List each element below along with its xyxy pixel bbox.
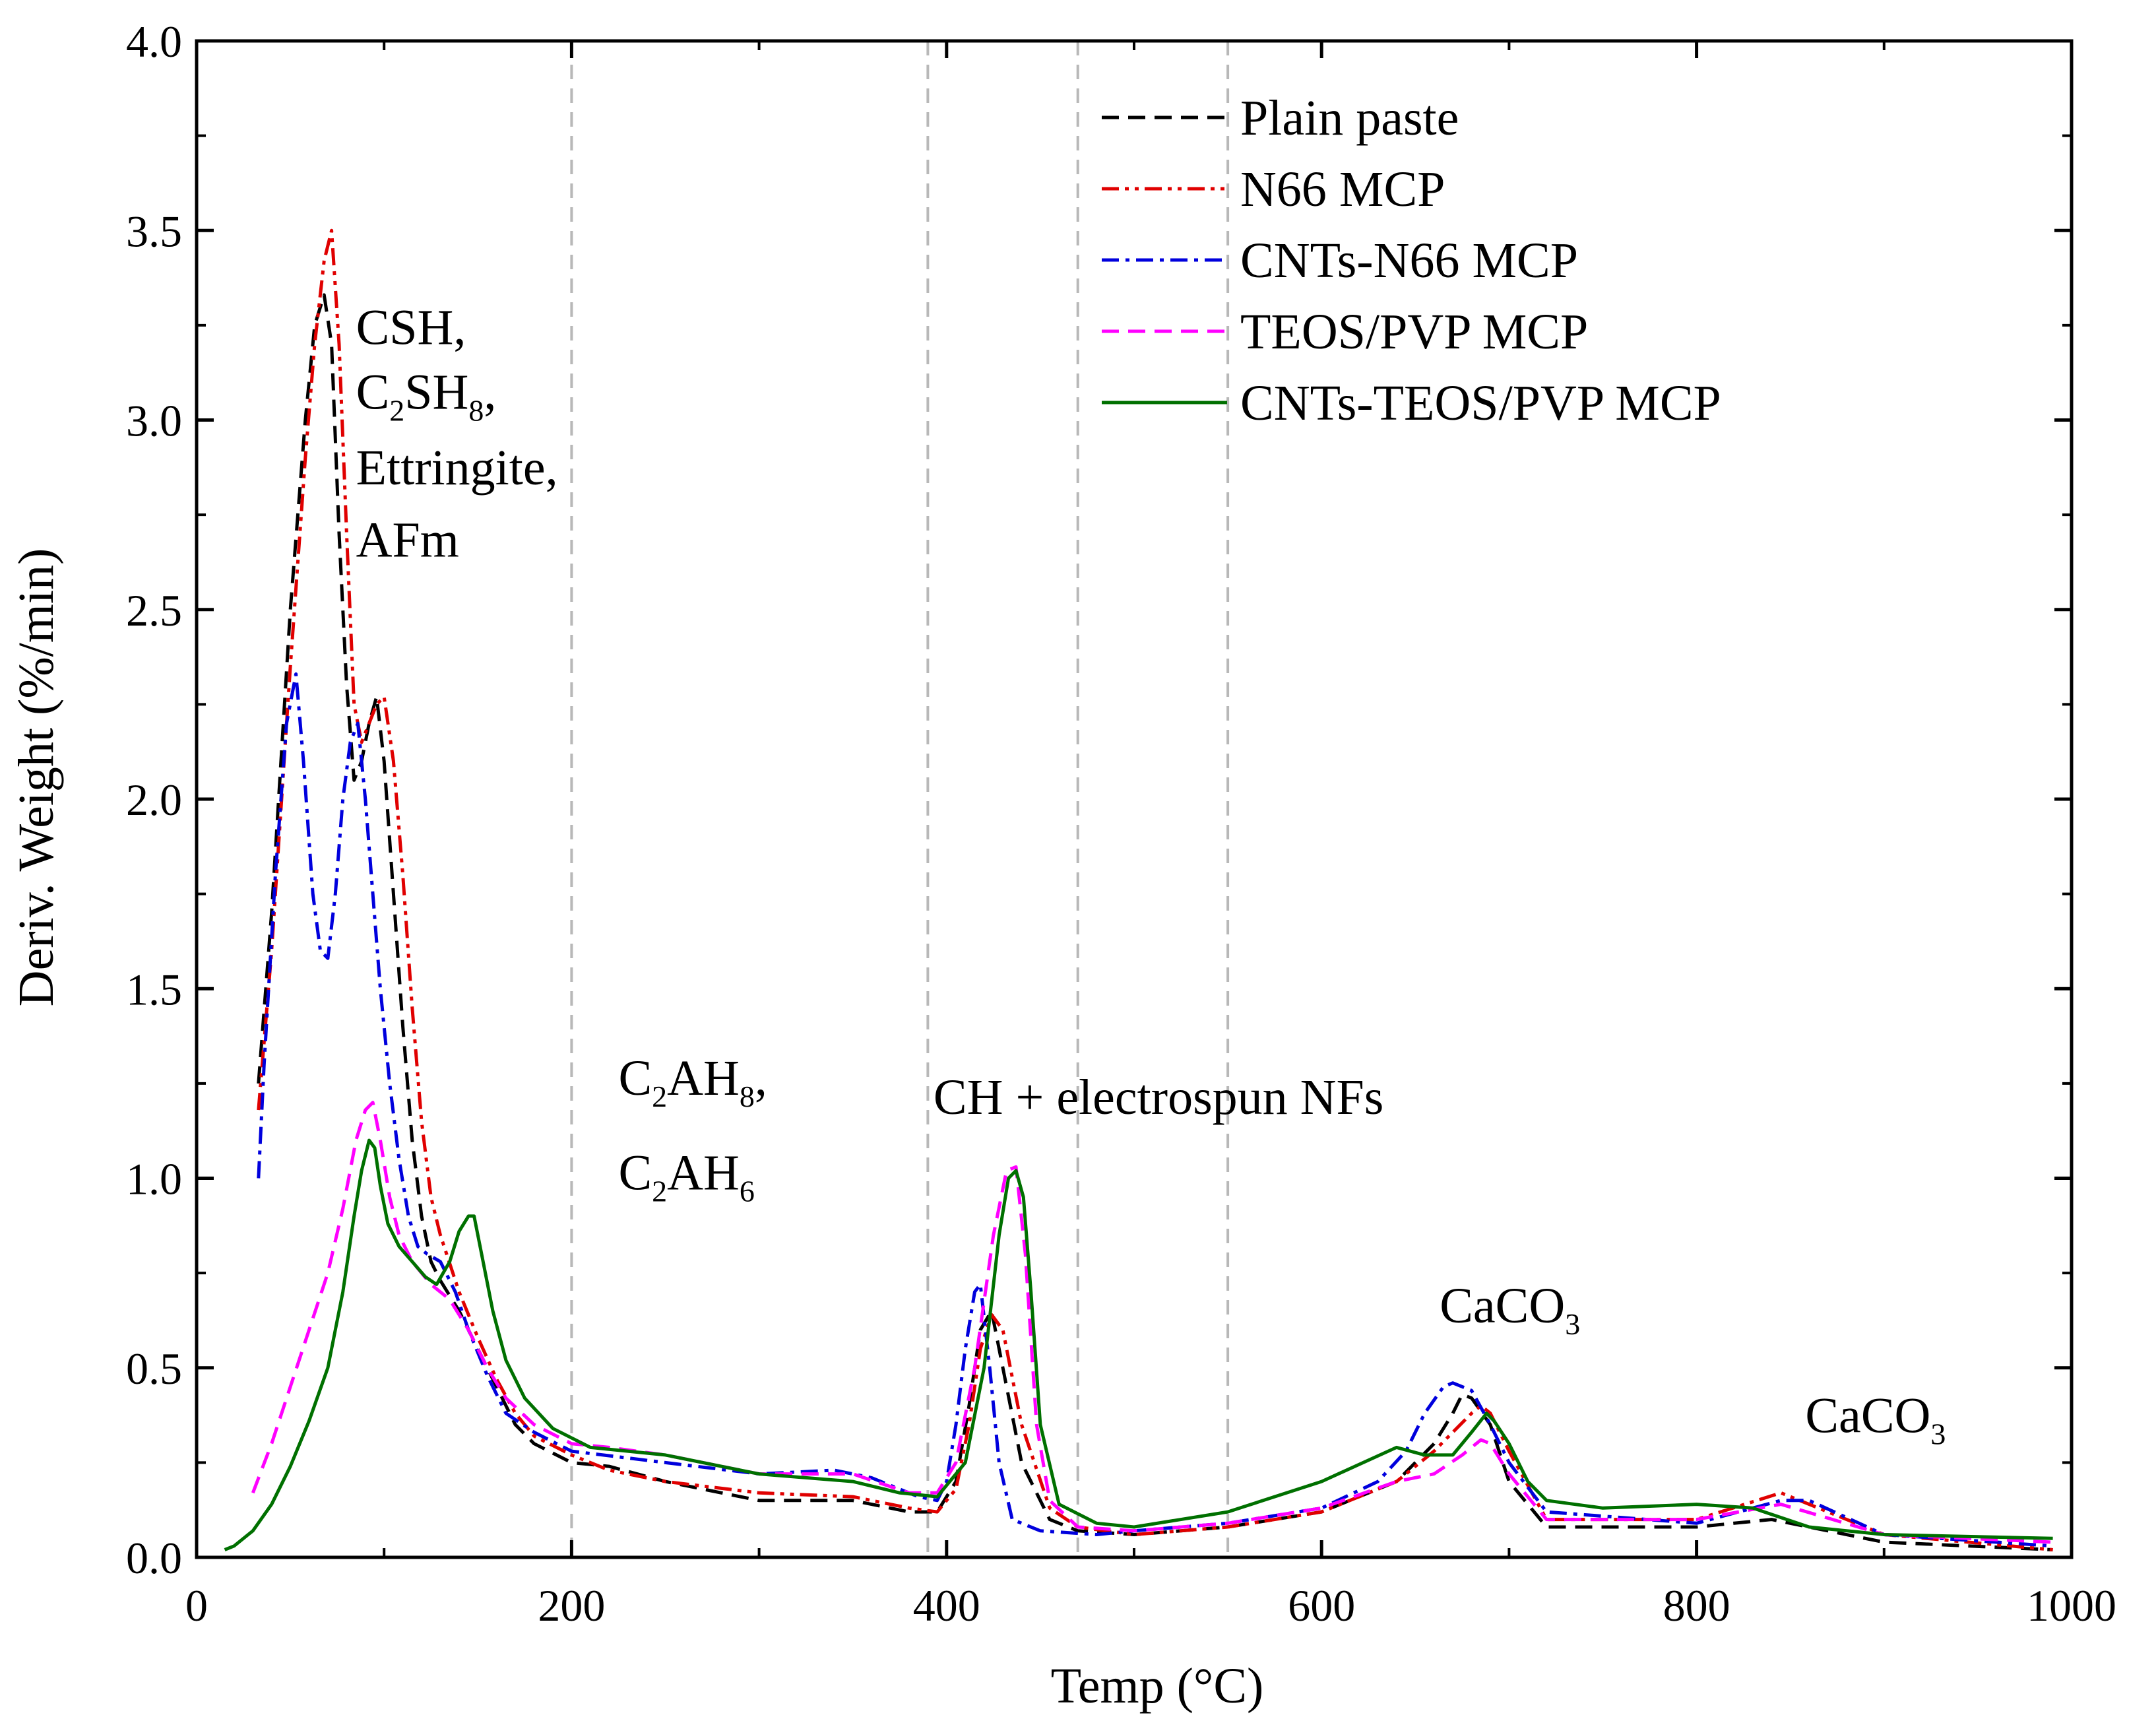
annotation-caco3b: CaCO3	[1805, 1388, 1946, 1450]
y-tick-label: 0.0	[126, 1533, 182, 1583]
y-tick-label: 2.5	[126, 585, 182, 635]
legend-label-2: CNTs-N66 MCP	[1240, 233, 1578, 288]
reference-lines	[570, 41, 1230, 1557]
y-axis-title: Deriv. Weight (%/min)	[9, 548, 64, 1007]
annotation-c2sh8: C2SH8,	[356, 364, 497, 427]
series-line-4	[224, 1138, 2053, 1551]
y-tick-label: 2.0	[126, 775, 182, 825]
annotation-ettringite: Ettringite,	[356, 440, 558, 496]
y-tick-label: 1.0	[126, 1154, 182, 1204]
x-tick-label: 1000	[2027, 1580, 2116, 1631]
y-tick-label: 4.0	[126, 16, 182, 67]
y-tick-label: 3.0	[126, 396, 182, 446]
series-line-1	[257, 228, 2053, 1551]
axis-ticks	[195, 39, 2074, 1559]
x-tick-label: 600	[1288, 1580, 1355, 1631]
annotation-afm: AFm	[356, 512, 459, 568]
legend-label-3: TEOS/PVP MCP	[1240, 304, 1588, 360]
legend-label-1: N66 MCP	[1240, 162, 1445, 217]
x-tick-label: 800	[1663, 1580, 1730, 1631]
y-tick-label: 0.5	[126, 1344, 182, 1394]
annotation-csh: CSH,	[356, 300, 466, 356]
annotation-c2ah6: C2AH6	[618, 1146, 754, 1208]
annotation-c2ah8: C2AH8,	[618, 1051, 767, 1113]
x-axis-title: Temp (°C)	[1051, 1658, 1264, 1714]
series-lines	[224, 228, 2053, 1551]
annotation-ch: CH + electrospun NFs	[934, 1070, 1383, 1125]
y-tick-label: 1.5	[126, 964, 182, 1014]
legend-label-4: CNTs-TEOS/PVP MCP	[1240, 375, 1721, 431]
x-tick-label: 400	[913, 1580, 980, 1631]
legend: Plain paste N66 MCP CNTs-N66 MCP TEOS/PVP M…	[1102, 90, 1721, 431]
annotation-caco3a: CaCO3	[1440, 1278, 1580, 1341]
legend-label-0: Plain paste	[1240, 90, 1459, 146]
y-tick-label: 3.5	[126, 206, 182, 256]
tick-labels: 0 200 400 600 800 1000 0.0 0.5 1.0 1.5 2.0 2.5 3.0 3.…	[126, 16, 2116, 1631]
x-tick-label: 200	[538, 1580, 605, 1631]
peak-annotations: CSH, C2SH8, Ettringite, AFm C2AH8, C2AH6 CH + …	[356, 300, 1946, 1451]
x-tick-label: 0	[185, 1580, 208, 1631]
